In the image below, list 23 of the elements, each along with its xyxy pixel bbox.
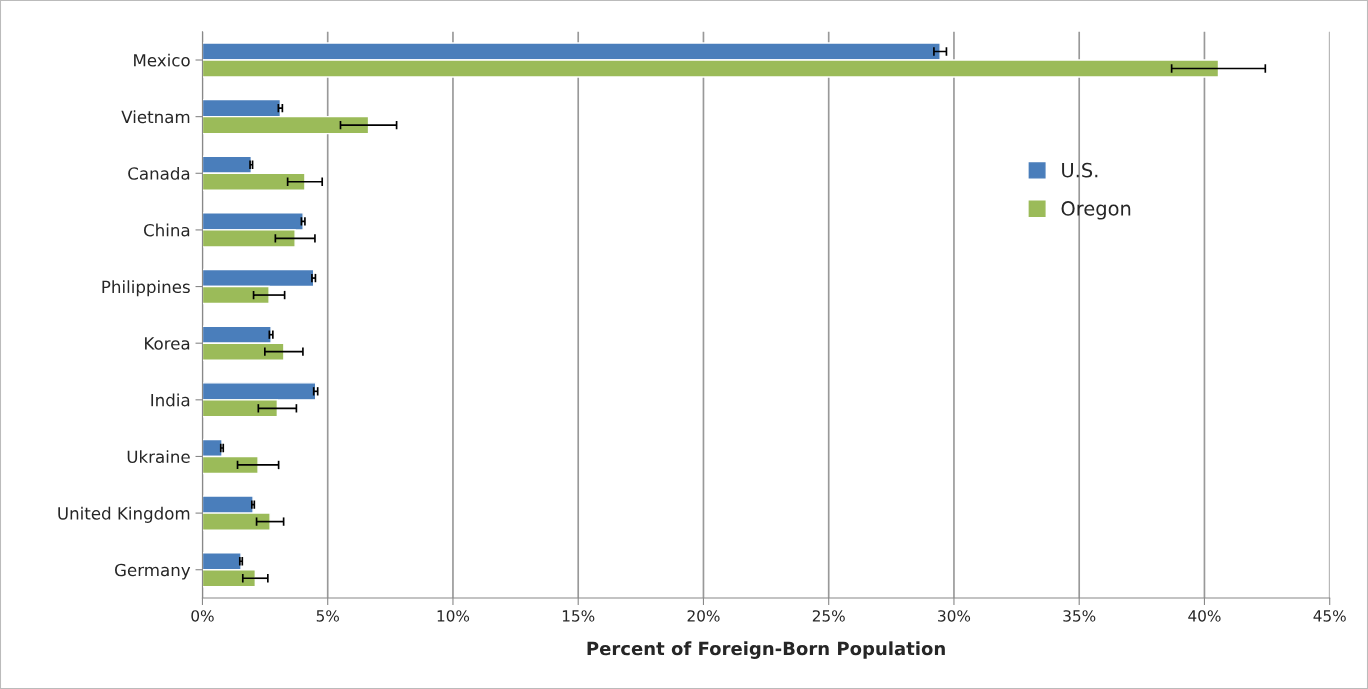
y-tick-label: Mexico (134, 53, 190, 67)
y-tick-label: Korea (145, 337, 190, 350)
y-tick-label: United Kingdom (58, 506, 190, 523)
x-tick-label: 10% (437, 610, 470, 622)
x-tick-label: 20% (687, 610, 720, 622)
y-tick-label: India (151, 393, 190, 407)
x-tick-label: 45% (1313, 610, 1346, 622)
x-tick-label: 40% (1188, 610, 1221, 622)
y-tick-label: Canada (128, 166, 190, 180)
y-tick-label: Germany (114, 563, 191, 580)
x-tick-label: 5% (316, 610, 339, 622)
x-tick-label: 30% (938, 610, 971, 622)
legend-label: U.S. (1062, 162, 1098, 178)
y-tick-label: China (143, 223, 190, 237)
x-tick-label: 0% (191, 610, 214, 622)
legend-label: Oregon (1061, 201, 1131, 220)
x-axis-title: Percent of Foreign-Born Population (587, 641, 945, 659)
x-tick-label: 35% (1063, 610, 1096, 622)
y-tick-label: Vietnam (121, 110, 190, 124)
x-tick-label: 25% (812, 610, 845, 622)
y-tick-label: Philippines (102, 280, 190, 297)
y-tick-label: Ukraine (127, 450, 190, 464)
x-tick-label: 15% (562, 610, 595, 622)
